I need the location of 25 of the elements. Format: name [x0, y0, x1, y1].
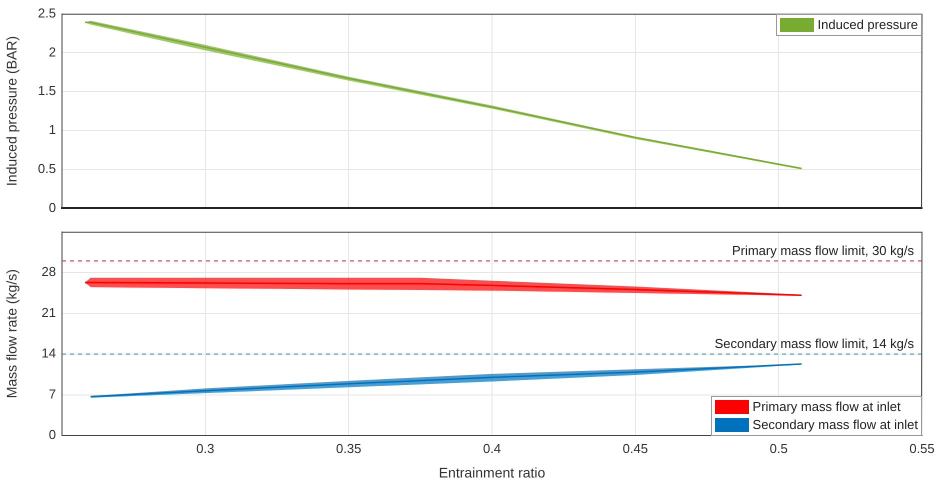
y-axis-title: Mass flow rate (kg/s)	[3, 269, 20, 398]
y-tick-label: 2.5	[38, 5, 56, 20]
y-tick-label: 0.5	[38, 160, 56, 176]
x-tick-label: 0.55	[909, 440, 935, 456]
y-tick-label: 0	[48, 427, 56, 442]
x-axis-title: Entrainment ratio	[438, 464, 546, 480]
y-tick-label: 1.5	[38, 83, 56, 98]
y-tick-label: 21	[42, 304, 56, 320]
legend-label: Induced pressure	[818, 16, 918, 34]
ref-line-label: Secondary mass flow limit, 14 kg/s	[714, 336, 914, 352]
x-tick-label: 0.45	[622, 440, 648, 456]
y-tick-label: 0	[48, 200, 56, 215]
y-tick-label: 2	[48, 44, 56, 60]
legend-label: Secondary mass flow at inlet	[752, 416, 918, 434]
y-tick-label: 1	[48, 122, 56, 138]
y-tick-label: 7	[48, 386, 56, 402]
x-tick-label: 0.4	[482, 440, 502, 456]
y-tick-label: 28	[42, 264, 56, 280]
y-tick-label: 14	[42, 346, 56, 361]
x-tick-label: 0.5	[770, 440, 788, 456]
ref-line-label: Primary mass flow limit, 30 kg/s	[732, 242, 914, 258]
x-tick-label: 0.3	[196, 440, 214, 456]
y-axis-title: Induced pressure (BAR)	[3, 36, 20, 186]
x-tick-label: 0.35	[336, 440, 362, 456]
legend-label: Primary mass flow at inlet	[752, 398, 901, 416]
